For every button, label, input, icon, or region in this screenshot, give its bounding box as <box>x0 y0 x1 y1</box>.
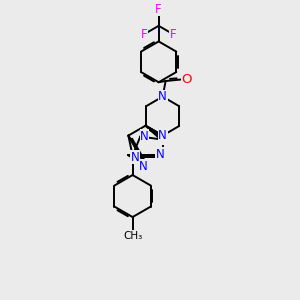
Text: N: N <box>156 148 165 161</box>
Text: N: N <box>139 160 148 173</box>
Text: F: F <box>141 28 148 40</box>
Text: CH₃: CH₃ <box>123 231 142 241</box>
Text: N: N <box>159 131 167 144</box>
Text: F: F <box>169 28 176 40</box>
Text: N: N <box>140 130 149 143</box>
Text: F: F <box>155 3 162 16</box>
Text: O: O <box>182 73 192 86</box>
Text: N: N <box>158 129 167 142</box>
Text: N: N <box>158 90 167 103</box>
Text: N: N <box>130 151 140 164</box>
